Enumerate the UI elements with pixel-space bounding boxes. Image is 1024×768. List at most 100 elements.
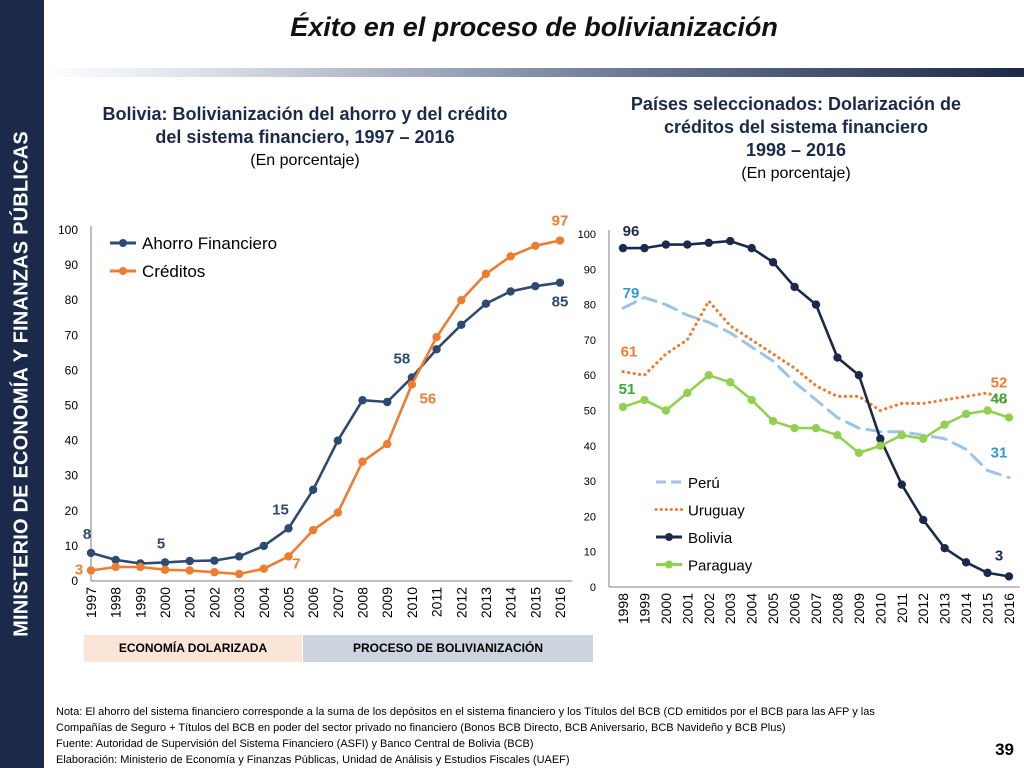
right-series-bolivia-data-label: 96 — [623, 223, 640, 240]
left-x-tick-label: 1998 — [108, 587, 124, 618]
left-y-tick-label: 20 — [65, 504, 79, 518]
right-series-bolivia-point — [726, 236, 735, 246]
footnotes: Nota: El ahorro del sistema financiero c… — [56, 704, 976, 768]
left-chart-title-line2: del sistema financiero, 1997 – 2016 — [155, 127, 455, 147]
right-x-tick-label: 2007 — [808, 593, 824, 624]
right-series-paraguay-data-label: 51 — [619, 381, 636, 398]
right-series-bolivia: 96 3 — [618, 223, 1014, 581]
right-series-bolivia-point — [983, 568, 992, 578]
right-legend-marker — [665, 533, 673, 541]
left-series-ahorro-financiero-point — [506, 287, 515, 296]
left-legend-label: Ahorro Financiero — [142, 234, 277, 253]
left-series-creditos-point — [531, 241, 540, 250]
left-series-creditos-point — [308, 525, 318, 535]
left-series-creditos-point — [358, 457, 367, 466]
right-x-tick-label: 2000 — [658, 593, 674, 624]
left-series-ahorro-financiero-point — [481, 299, 491, 308]
left-x-tick-label: 2009 — [379, 587, 395, 618]
source-line: Fuente: Autoridad de Supervisión del Sis… — [56, 738, 534, 750]
left-series-creditos-point — [259, 564, 268, 573]
right-series-paraguay: 51 48 — [618, 371, 1014, 458]
left-y-tick-label: 80 — [65, 293, 79, 307]
left-series-creditos-point — [432, 332, 441, 342]
right-series-bolivia-point — [854, 371, 864, 380]
left-series-creditos-point — [457, 296, 466, 305]
left-series-creditos-point — [160, 565, 170, 574]
right-x-tick-label: 1998 — [615, 593, 631, 624]
left-series-creditos-point — [111, 562, 120, 572]
left-y-tick-label: 40 — [65, 434, 79, 448]
right-series-paraguay-point — [747, 395, 756, 405]
left-x-tick-label: 2012 — [453, 587, 469, 618]
right-series-bolivia-line — [621, 239, 1011, 578]
left-series-creditos-point — [383, 439, 392, 449]
left-series-creditos-point — [234, 569, 244, 579]
right-series-bolivia-point — [661, 240, 671, 249]
left-x-tick-label: 2003 — [231, 587, 247, 618]
left-y-tick-label: 60 — [65, 363, 79, 377]
right-series-paraguay-point — [618, 402, 628, 412]
right-chart-title-line2: créditos del sistema financiero — [663, 117, 929, 137]
right-series-uruguay-data-label: 61 — [621, 344, 638, 361]
right-y-tick-label: 90 — [584, 264, 596, 276]
left-chart-title-line1: Bolivia: Bolivianización del ahorro y de… — [102, 104, 508, 124]
left-series-ahorro-financiero-point — [185, 556, 194, 566]
right-series-uruguay: 61 52 — [621, 299, 1011, 413]
left-series-ahorro-financiero-point — [555, 278, 565, 287]
right-x-tick-label: 1999 — [636, 593, 652, 624]
right-series-bolivia-point — [640, 243, 649, 253]
left-series-ahorro-financiero-data-label: 5 — [157, 535, 165, 552]
right-series-paraguay-point — [1004, 413, 1014, 422]
right-x-tick-label: 2006 — [787, 593, 803, 624]
left-series-ahorro-financiero-point — [284, 524, 293, 533]
right-x-tick-label: 2014 — [958, 593, 974, 624]
left-series-ahorro-financiero-point — [308, 485, 318, 494]
right-x-tick-label: 2002 — [701, 593, 717, 624]
right-series-peru-line — [621, 296, 1011, 480]
left-series-ahorro-financiero-point — [234, 552, 244, 561]
right-y-tick-label: 40 — [584, 441, 596, 453]
left-chart-title: Bolivia: Bolivianización del ahorro y de… — [50, 103, 560, 172]
left-x-tick-label: 2008 — [355, 587, 371, 618]
note-line-1: Nota: El ahorro del sistema financiero c… — [56, 706, 875, 718]
left-x-tick-label: 1999 — [132, 587, 148, 618]
right-series-bolivia-point — [919, 515, 928, 525]
period-bolivianization: PROCESO DE BOLIVIANIZACIÓN — [303, 635, 593, 662]
left-series-ahorro-financiero-point — [160, 558, 170, 567]
left-series-ahorro-financiero-data-label: 58 — [394, 350, 411, 367]
left-series-ahorro-financiero-point — [432, 345, 441, 354]
right-y-tick-label: 0 — [590, 582, 596, 594]
left-series-ahorro-financiero-point — [333, 436, 343, 445]
right-series-bolivia-point — [1004, 572, 1014, 581]
right-series-paraguay-point — [854, 448, 864, 458]
right-series-paraguay-point — [683, 388, 692, 398]
right-y-tick-label: 10 — [584, 547, 596, 559]
right-series-peru-data-label: 79 — [623, 285, 640, 302]
right-x-tick-label: 2003 — [722, 593, 738, 624]
right-series-paraguay-line — [621, 373, 1011, 455]
right-series-paraguay-point — [876, 441, 885, 450]
page-title: Éxito en el proceso de bolivianización — [290, 12, 778, 42]
right-legend-label: Bolivia — [688, 530, 733, 547]
left-series-creditos: 3 7 56 97 — [75, 213, 569, 579]
right-series-paraguay-point — [897, 431, 906, 440]
right-x-tick-label: 2013 — [937, 593, 953, 624]
right-series-paraguay-point — [768, 416, 778, 426]
right-series-paraguay-point — [961, 409, 971, 419]
right-series-peru: 79 31 — [621, 285, 1011, 480]
note-line-2: Compañías de Seguro + Títulos del BCB en… — [56, 722, 786, 734]
left-y-tick-label: 30 — [65, 469, 79, 483]
right-y-tick-label: 30 — [584, 476, 596, 488]
right-chart-title-line1: Países seleccionados: Dolarización de — [630, 94, 962, 114]
right-x-tick-label: 2012 — [915, 593, 931, 624]
left-chart-subtitle: (En porcentaje) — [250, 152, 360, 169]
left-series-ahorro-financiero-data-label: 85 — [552, 294, 569, 311]
right-series-bolivia-point — [811, 300, 821, 309]
page-number: 39 — [995, 740, 1014, 759]
left-series-creditos-point — [136, 562, 145, 572]
left-series-creditos-point — [506, 252, 515, 261]
right-x-tick-label: 2011 — [894, 593, 910, 623]
left-x-tick-label: 2007 — [330, 587, 346, 618]
right-x-tick-label: 2015 — [980, 593, 996, 624]
